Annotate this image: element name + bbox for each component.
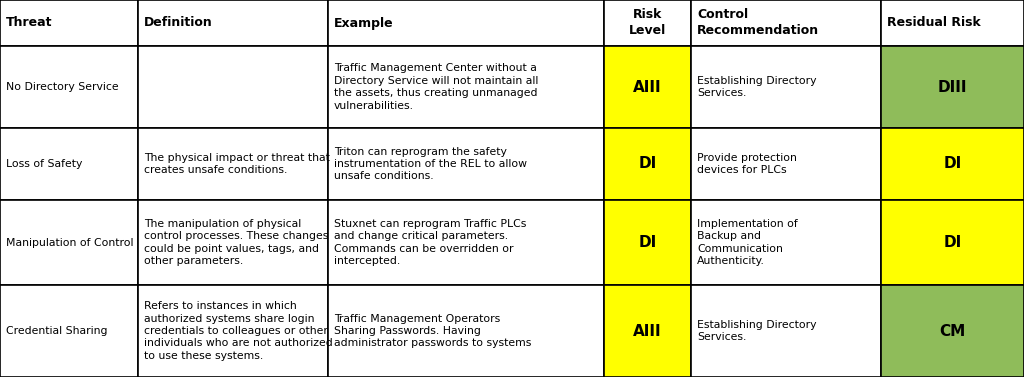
- Text: DI: DI: [638, 156, 656, 172]
- Bar: [138, 285, 328, 377]
- Text: Implementation of
Backup and
Communication
Authenticity.: Implementation of Backup and Communicati…: [697, 219, 798, 266]
- Bar: [691, 0, 881, 46]
- Text: Stuxnet can reprogram Traffic PLCs
and change critical parameters.
Commands can : Stuxnet can reprogram Traffic PLCs and c…: [334, 219, 526, 266]
- Bar: [881, 46, 1024, 128]
- Text: Establishing Directory
Services.: Establishing Directory Services.: [697, 320, 816, 342]
- Bar: [328, 0, 604, 46]
- Text: DI: DI: [638, 235, 656, 250]
- Text: Establishing Directory
Services.: Establishing Directory Services.: [697, 76, 816, 98]
- Text: Refers to instances in which
authorized systems share login
credentials to colle: Refers to instances in which authorized …: [144, 301, 333, 361]
- Text: Triton can reprogram the safety
instrumentation of the REL to allow
unsafe condi: Triton can reprogram the safety instrume…: [334, 147, 527, 181]
- Bar: [604, 46, 691, 128]
- Bar: [604, 285, 691, 377]
- Bar: [0, 285, 138, 377]
- Text: The manipulation of physical
control processes. These changes
could be point val: The manipulation of physical control pro…: [144, 219, 329, 266]
- Bar: [328, 285, 604, 377]
- Text: DI: DI: [943, 156, 962, 172]
- Text: Traffic Management Center without a
Directory Service will not maintain all
the : Traffic Management Center without a Dire…: [334, 63, 539, 110]
- Bar: [881, 200, 1024, 285]
- Bar: [0, 200, 138, 285]
- Bar: [691, 46, 881, 128]
- Bar: [328, 200, 604, 285]
- Bar: [691, 285, 881, 377]
- Text: AIII: AIII: [633, 323, 662, 339]
- Text: Residual Risk: Residual Risk: [887, 17, 981, 29]
- Bar: [138, 0, 328, 46]
- Bar: [328, 46, 604, 128]
- Bar: [0, 0, 138, 46]
- Bar: [604, 0, 691, 46]
- Bar: [0, 128, 138, 200]
- Text: Definition: Definition: [144, 17, 213, 29]
- Text: Threat: Threat: [6, 17, 52, 29]
- Bar: [604, 128, 691, 200]
- Text: Traffic Management Operators
Sharing Passwords. Having
administrator passwords t: Traffic Management Operators Sharing Pas…: [334, 314, 531, 348]
- Bar: [138, 200, 328, 285]
- Text: DIII: DIII: [938, 80, 968, 95]
- Bar: [881, 285, 1024, 377]
- Bar: [138, 46, 328, 128]
- Text: No Directory Service: No Directory Service: [6, 82, 119, 92]
- Text: Loss of Safety: Loss of Safety: [6, 159, 82, 169]
- Text: Provide protection
devices for PLCs: Provide protection devices for PLCs: [697, 153, 797, 175]
- Bar: [0, 46, 138, 128]
- Bar: [881, 0, 1024, 46]
- Text: The physical impact or threat that
creates unsafe conditions.: The physical impact or threat that creat…: [144, 153, 330, 175]
- Text: CM: CM: [939, 323, 966, 339]
- Bar: [691, 200, 881, 285]
- Bar: [691, 128, 881, 200]
- Bar: [328, 128, 604, 200]
- Text: Risk
Level: Risk Level: [629, 9, 667, 37]
- Text: Credential Sharing: Credential Sharing: [6, 326, 108, 336]
- Text: DI: DI: [943, 235, 962, 250]
- Bar: [604, 200, 691, 285]
- Bar: [138, 128, 328, 200]
- Bar: [881, 128, 1024, 200]
- Text: AIII: AIII: [633, 80, 662, 95]
- Text: Control
Recommendation: Control Recommendation: [697, 9, 819, 37]
- Text: Example: Example: [334, 17, 393, 29]
- Text: Manipulation of Control: Manipulation of Control: [6, 238, 133, 247]
